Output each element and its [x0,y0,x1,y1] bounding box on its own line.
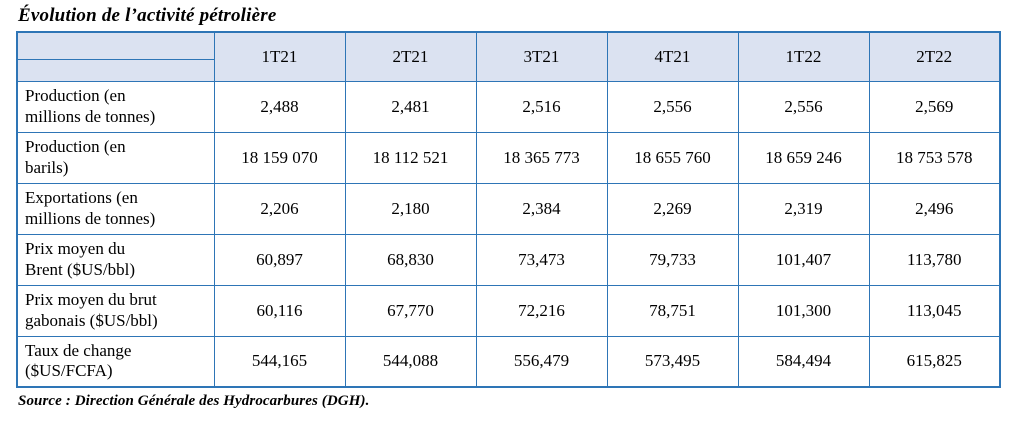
data-cell: 101,407 [737,233,870,286]
data-cell: 18 753 578 [868,131,1001,184]
data-cell: 2,481 [344,80,477,133]
table-row-exportations: Exportations (en millions de tonnes) 2,2… [16,182,1001,235]
data-cell: 101,300 [737,284,870,337]
data-cell: 18 159 070 [213,131,346,184]
source-note: Source : Direction Générale des Hydrocar… [18,393,370,409]
data-cell: 18 365 773 [475,131,608,184]
data-cell: 2,516 [475,80,608,133]
data-cell: 2,269 [606,182,739,235]
oil-activity-table: 1T21 2T21 3T21 4T21 1T22 2T22 Production… [16,31,1001,388]
data-cell: 60,116 [213,284,346,337]
data-cell: 72,216 [475,284,608,337]
data-cell: 73,473 [475,233,608,286]
data-cell: 544,088 [344,335,477,388]
table-body: Production (en millions de tonnes) 2,488… [16,80,1001,388]
column-header-1t22: 1T22 [737,31,870,82]
table-row-taux-de-change: Taux de change ($US/FCFA) 544,165 544,08… [16,335,1001,388]
data-cell: 68,830 [344,233,477,286]
data-cell: 2,319 [737,182,870,235]
data-cell: 556,479 [475,335,608,388]
row-label: Taux de change ($US/FCFA) [16,335,215,388]
data-cell: 113,780 [868,233,1001,286]
data-cell: 113,045 [868,284,1001,337]
data-cell: 79,733 [606,233,739,286]
row-label: Production (en barils) [16,131,215,184]
corner-cell-bottom [16,58,215,82]
column-header-1t21: 1T21 [213,31,346,82]
data-cell: 2,556 [737,80,870,133]
data-cell: 2,569 [868,80,1001,133]
data-cell: 615,825 [868,335,1001,388]
data-cell: 584,494 [737,335,870,388]
column-header-3t21: 3T21 [475,31,608,82]
row-label: Prix moyen du Brent ($US/bbl) [16,233,215,286]
table-row-prix-brut-gabonais: Prix moyen du brut gabonais ($US/bbl) 60… [16,284,1001,337]
data-cell: 2,206 [213,182,346,235]
data-cell: 18 659 246 [737,131,870,184]
row-label: Prix moyen du brut gabonais ($US/bbl) [16,284,215,337]
data-cell: 67,770 [344,284,477,337]
column-header-2t22: 2T22 [868,31,1001,82]
table-row-prix-brent: Prix moyen du Brent ($US/bbl) 60,897 68,… [16,233,1001,286]
corner-cell-top [16,31,215,60]
data-cell: 18 112 521 [344,131,477,184]
data-cell: 2,488 [213,80,346,133]
data-cell: 2,180 [344,182,477,235]
data-cell: 60,897 [213,233,346,286]
row-label: Production (en millions de tonnes) [16,80,215,133]
data-cell: 2,556 [606,80,739,133]
row-label: Exportations (en millions de tonnes) [16,182,215,235]
page-title: Évolution de l’activité pétrolière [18,5,277,26]
data-cell: 573,495 [606,335,739,388]
header-row-top: 1T21 2T21 3T21 4T21 1T22 2T22 [16,31,1001,82]
data-cell: 2,496 [868,182,1001,235]
column-header-4t21: 4T21 [606,31,739,82]
table-row-production-tonnes: Production (en millions de tonnes) 2,488… [16,80,1001,133]
data-cell: 544,165 [213,335,346,388]
table-header: 1T21 2T21 3T21 4T21 1T22 2T22 [16,31,1001,82]
header-row-bottom [16,58,1000,82]
column-header-2t21: 2T21 [344,31,477,82]
data-cell: 18 655 760 [606,131,739,184]
table-row-production-barils: Production (en barils) 18 159 070 18 112… [16,131,1001,184]
data-cell: 78,751 [606,284,739,337]
data-cell: 2,384 [475,182,608,235]
